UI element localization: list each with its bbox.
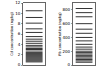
svg-text:0: 0 [68, 62, 71, 67]
svg-text:Pb concentration (ng/kg): Pb concentration (ng/kg) [58, 12, 62, 56]
svg-text:12: 12 [15, 0, 21, 5]
svg-text:0: 0 [18, 62, 21, 67]
svg-text:600: 600 [62, 21, 70, 26]
svg-text:8: 8 [18, 21, 21, 26]
svg-text:Cd concentration (ng/kg): Cd concentration (ng/kg) [10, 12, 14, 56]
svg-text:10: 10 [15, 11, 21, 16]
svg-text:6: 6 [18, 31, 21, 36]
svg-text:4: 4 [18, 42, 21, 47]
svg-text:2: 2 [18, 52, 21, 57]
svg-text:200: 200 [62, 49, 70, 54]
svg-text:400: 400 [62, 35, 70, 40]
svg-text:800: 800 [62, 7, 70, 12]
